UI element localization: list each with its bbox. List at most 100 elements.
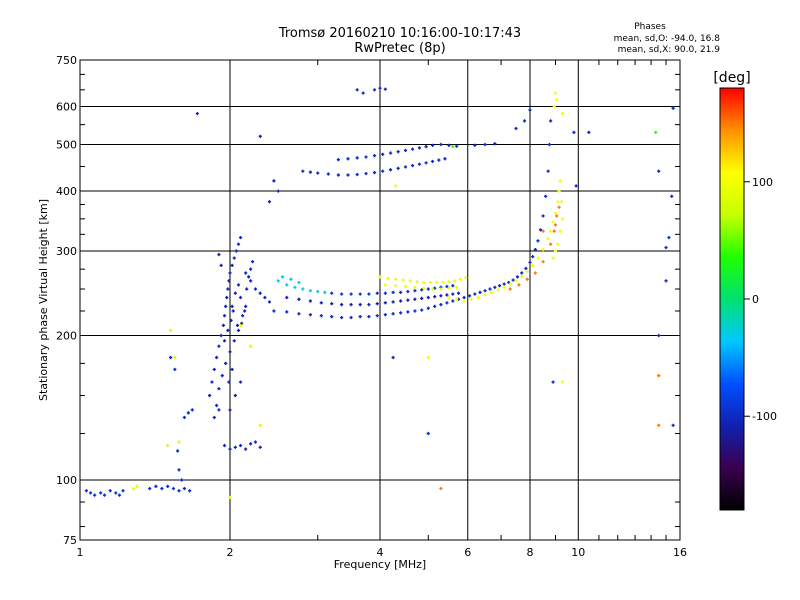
data-point [228,447,232,451]
data-point [121,489,125,493]
data-point [558,179,562,183]
data-point [177,468,181,472]
data-point [424,145,428,149]
data-point [394,277,398,281]
colorbar-label: [deg] [713,70,750,86]
data-point [520,274,524,278]
data-point [177,440,181,444]
data-point [367,302,371,307]
data-point [447,280,451,284]
data-point [383,87,387,91]
axis-ticks: 1 2 4 6 8 10 16 75 100 200 300 400 500 600 750 [56,54,687,559]
data-point [227,380,231,384]
x-tick-label: 10 [571,546,585,559]
data-point [426,355,430,360]
data-point [424,161,428,165]
data-point [222,443,227,448]
data-point [430,159,435,164]
data-point [560,111,565,116]
data-point [439,142,443,147]
data-point [520,271,524,275]
data-point [451,292,455,296]
data-point [546,237,550,241]
data-point [657,333,661,338]
data-point [478,290,482,294]
data-point [657,374,661,378]
data-point [406,310,410,314]
data-point [375,314,379,318]
data-point [358,292,362,296]
data-point [528,108,532,112]
data-point [391,312,395,316]
data-point [426,295,430,300]
data-point [383,313,387,317]
data-point [399,299,403,303]
data-point [166,484,170,488]
data-point [557,205,561,209]
data-point [502,282,506,286]
data-point [388,151,393,155]
data-point [415,280,419,284]
data-point [154,484,158,488]
data-point [391,300,395,304]
data-point [493,142,497,146]
data-point [228,350,232,354]
data-point [413,297,417,301]
data-point [239,321,244,325]
data-point [525,269,529,274]
data-point [160,486,164,491]
y-tick-label: 500 [56,139,77,152]
data-point [258,134,262,138]
data-point [224,304,228,308]
data-point [458,277,463,281]
data-point [227,279,231,283]
data-point [394,184,398,188]
data-point [358,302,362,307]
data-point [236,328,241,332]
data-point [297,312,301,316]
data-point [215,403,219,408]
data-point [430,143,435,147]
y-tick-label: 300 [56,245,77,258]
data-point [355,156,359,160]
data-point [403,165,408,169]
grid-lines [80,60,680,540]
data-point [258,291,262,295]
data-point [551,380,555,384]
data-point [226,328,230,332]
data-point [433,286,437,290]
data-point [493,285,497,289]
data-point [336,158,340,162]
data-point [212,415,216,420]
data-point [222,314,227,318]
phase-info-o-mode: mean, sd,O: -94.0, 16.8 [613,34,720,44]
data-point [417,162,422,166]
data-point [319,301,323,305]
data-point [233,291,237,295]
data-point [462,295,466,300]
data-point [372,154,377,158]
data-point [667,235,671,240]
data-point [169,328,173,332]
data-point [551,220,555,224]
data-point [451,284,455,288]
data-point [253,440,258,444]
data-point [219,333,223,338]
phase-info-title: Phases [634,22,666,32]
data-point [349,302,353,307]
data-point [372,88,377,92]
data-point [93,493,97,497]
data-point [367,292,371,296]
data-point [102,493,107,497]
data-point [340,292,344,296]
data-point [464,276,468,280]
data-point [538,228,543,232]
x-tick-label: 16 [673,546,687,559]
y-tick-label: 200 [56,330,77,343]
data-point [553,249,558,253]
data-point [114,491,118,495]
data-point [426,287,430,291]
data-point [238,235,243,240]
data-point [455,297,459,301]
